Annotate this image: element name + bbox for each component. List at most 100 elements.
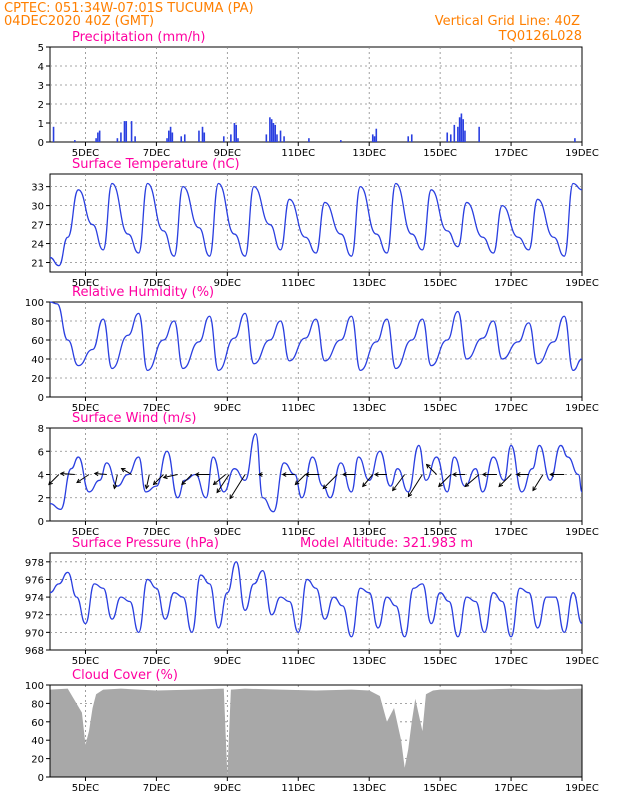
- wind-arrow-head: [216, 488, 221, 494]
- y-tick-label: 976: [25, 575, 44, 586]
- precip-bar: [98, 130, 101, 142]
- series-line: [49, 301, 583, 372]
- panel-2: 0 20 40 60 80 100 5DEC 7DEC 9DEC 11DEC 13DEC 15DEC 1…: [25, 285, 599, 414]
- wind-arrow-head: [112, 484, 118, 490]
- wind-arrow-head: [549, 472, 555, 477]
- x-tick-label: 11DEC: [281, 527, 315, 538]
- panel-frame: [49, 173, 583, 273]
- wind-arrow-head: [392, 486, 397, 492]
- panels-group: 0 1 2 3 4 5 5DEC 7DEC 9DEC 11DEC 13DEC 15DEC 17DEC 19…: [25, 30, 599, 794]
- y-tick-label: 8: [38, 424, 44, 435]
- y-tick-label: 40: [31, 736, 44, 747]
- panel-title: Cloud Cover (%): [72, 668, 178, 683]
- x-tick-label: 15DEC: [423, 527, 457, 538]
- y-tick-label: 1: [38, 119, 44, 130]
- wind-arrow-head: [281, 472, 287, 477]
- precip-bar: [574, 138, 576, 142]
- wind-arrow-head: [481, 472, 487, 477]
- x-tick-label: 13DEC: [352, 403, 386, 414]
- precip-bar: [201, 126, 204, 142]
- precip-bar: [270, 119, 273, 142]
- precip-bar: [410, 134, 413, 142]
- y-tick-label: 100: [25, 298, 44, 309]
- precip-bar: [478, 126, 480, 142]
- x-tick-label: 7DEC: [143, 783, 170, 794]
- x-tick-label: 7DEC: [143, 527, 170, 538]
- precip-bar: [95, 138, 97, 142]
- wind-arrow: [163, 474, 178, 478]
- panel-1: 21 24 27 30 33 5DEC 7DEC 9DEC 11DEC 13DEC 15DEC 17D…: [31, 157, 599, 289]
- precip-bar: [279, 130, 282, 142]
- panel-title: Relative Humidity (%): [72, 285, 214, 300]
- x-tick-label: 17DEC: [494, 278, 528, 289]
- precip-bar: [230, 134, 232, 142]
- wind-arrow-head: [362, 482, 367, 488]
- wind-arrow-head: [515, 472, 521, 477]
- x-tick-label: 17DEC: [494, 656, 528, 667]
- y-tick-label: 974: [25, 593, 44, 604]
- wind-arrow-head: [93, 471, 99, 477]
- wind-arrow: [76, 474, 90, 483]
- header-station: CPTEC: 051:34W-07:01S TUCUMA (PA): [4, 1, 254, 16]
- series-line: [49, 182, 583, 267]
- y-tick-label: 968: [25, 646, 44, 657]
- precip-bar: [134, 136, 136, 142]
- x-tick-label: 7DEC: [143, 403, 170, 414]
- precip-bar: [276, 134, 278, 142]
- y-tick-label: 80: [31, 317, 44, 328]
- header-run-date: 04DEC2020 40Z (GMT): [4, 14, 154, 29]
- x-tick-label: 15DEC: [423, 656, 457, 667]
- precip-bar: [203, 132, 206, 142]
- x-tick-label: 15DEC: [423, 148, 457, 159]
- x-tick-label: 13DEC: [352, 527, 386, 538]
- wind-arrow: [532, 474, 544, 491]
- precip-bar: [171, 132, 174, 142]
- x-tick-label: 9DEC: [214, 527, 241, 538]
- x-tick-label: 19DEC: [565, 527, 599, 538]
- precip-bar: [274, 124, 277, 142]
- wind-arrow-head: [438, 482, 443, 488]
- x-tick-label: 17DEC: [494, 403, 528, 414]
- header-grid-note: Vertical Grid Line: 40Z: [435, 14, 580, 29]
- y-tick-label: 20: [31, 374, 44, 385]
- precip-bar: [130, 121, 133, 142]
- precip-bar: [198, 130, 200, 142]
- wind-arrow: [60, 473, 75, 475]
- wind-arrow-head: [451, 472, 457, 477]
- x-tick-label: 7DEC: [143, 148, 170, 159]
- wind-arrow: [216, 474, 230, 493]
- wind-arrow-head: [341, 472, 347, 477]
- precip-bar: [375, 128, 378, 142]
- precip-bar: [168, 130, 170, 142]
- precip-bar: [272, 123, 275, 142]
- x-tick-label: 9DEC: [214, 656, 241, 667]
- panel-title: Precipitation (mm/h): [72, 30, 205, 45]
- panel-5: 0 20 40 60 80 100 5DEC 7DEC 9DEC 11DEC 13DEC 15DEC 1…: [25, 668, 599, 794]
- wind-arrow-head: [59, 471, 65, 477]
- x-tick-label: 5DEC: [72, 527, 99, 538]
- y-tick-label: 0: [38, 517, 44, 528]
- wind-arrow: [181, 474, 193, 485]
- x-tick-label: 15DEC: [423, 403, 457, 414]
- precip-bar: [233, 123, 236, 142]
- precip-bar: [237, 138, 239, 142]
- precip-bar: [446, 132, 449, 142]
- wind-arrow: [153, 474, 164, 485]
- precip-bar: [458, 117, 461, 142]
- precip-bar: [120, 132, 122, 142]
- y-tick-label: 2: [38, 494, 44, 505]
- x-tick-label: 13DEC: [352, 656, 386, 667]
- precip-bar: [52, 126, 55, 142]
- x-tick-label: 5DEC: [72, 148, 99, 159]
- x-tick-label: 5DEC: [72, 278, 99, 289]
- x-tick-label: 13DEC: [352, 783, 386, 794]
- panel-title: Surface Pressure (hPa): [72, 536, 219, 551]
- precip-bar: [407, 136, 410, 142]
- wind-arrow-head: [194, 472, 200, 477]
- y-tick-label: 80: [31, 699, 44, 710]
- wind-arrow-head: [464, 482, 470, 488]
- x-tick-label: 19DEC: [565, 148, 599, 159]
- x-tick-label: 17DEC: [494, 148, 528, 159]
- y-tick-label: 5: [38, 43, 44, 54]
